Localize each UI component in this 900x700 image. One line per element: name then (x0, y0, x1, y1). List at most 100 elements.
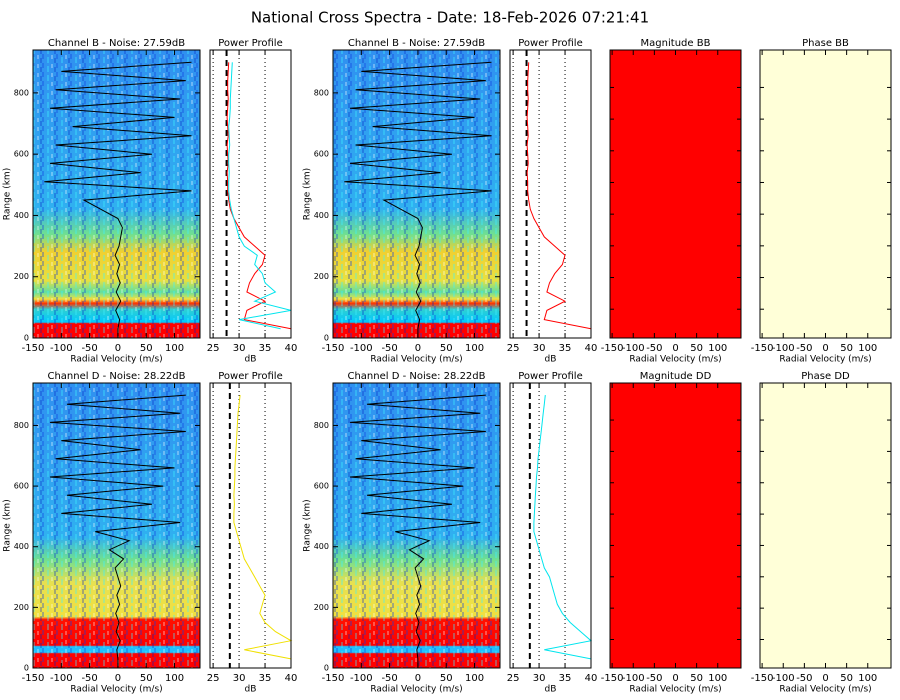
panel-title: Channel D - Noise: 28.22dB (347, 371, 485, 382)
panel-title: Power Profile (218, 38, 283, 49)
x-tick-label: 100 (465, 343, 484, 354)
plot-frame (509, 382, 592, 669)
x-tick-label: -50 (796, 343, 812, 354)
x-tick-label: -150 (322, 673, 345, 684)
x-axis-label: Radial Velocity (m/s) (70, 685, 162, 695)
x-tick-label: 30 (233, 673, 246, 684)
y-axis-label: Range (km) (303, 499, 313, 551)
x-tick-label: 100 (465, 673, 484, 684)
x-tick-label: 40 (285, 673, 298, 684)
x-tick-label: 30 (233, 343, 246, 354)
panel-title: Power Profile (218, 371, 283, 382)
y-tick-label: 400 (14, 542, 29, 551)
x-tick-label: -100 (772, 343, 795, 354)
plot-frame (332, 49, 501, 339)
spectrum-texture (33, 50, 200, 338)
plot-background (510, 50, 591, 338)
x-tick-label: -100 (50, 343, 73, 354)
plot-background (510, 383, 591, 668)
x-tick-label: -50 (81, 343, 97, 354)
x-tick-label: 100 (858, 673, 877, 684)
y-tick-label: 600 (314, 150, 329, 159)
x-axis-label: dB (245, 685, 257, 695)
figure-title: National Cross Spectra - Date: 18-Feb-20… (251, 9, 649, 27)
power-line (233, 395, 293, 660)
mean-velocity-line (344, 61, 492, 338)
x-tick-label: 40 (585, 343, 598, 354)
plot-frame (32, 49, 201, 339)
x-tick-label: -50 (381, 673, 397, 684)
panel-title: Magnitude DD (640, 371, 712, 382)
x-tick-label: 100 (708, 343, 727, 354)
x-tick-label: 35 (559, 673, 572, 684)
panel-title: Magnitude BB (641, 38, 711, 49)
mean-velocity-line (349, 394, 486, 668)
x-axis-label: dB (245, 355, 257, 365)
plot-frame (209, 382, 292, 669)
x-tick-label: 50 (440, 673, 453, 684)
y-tick-label: 0 (324, 334, 329, 343)
x-tick-label: 50 (840, 343, 853, 354)
y-tick-label: 200 (14, 272, 29, 281)
plot-frame (509, 49, 592, 339)
mean-velocity-line (44, 61, 192, 338)
panel-title: Power Profile (518, 371, 583, 382)
x-axis-label: Radial Velocity (m/s) (370, 355, 462, 365)
y-tick-label: 400 (14, 211, 29, 220)
x-tick-label: -150 (22, 343, 45, 354)
x-tick-label: 100 (165, 673, 184, 684)
x-tick-label: -100 (622, 343, 645, 354)
y-tick-label: 400 (314, 542, 329, 551)
panel-title: Channel D - Noise: 28.22dB (47, 371, 185, 382)
y-tick-label: 600 (14, 482, 29, 491)
x-tick-label: 40 (285, 343, 298, 354)
plot-fill (610, 383, 741, 668)
x-tick-label: -150 (601, 673, 624, 684)
panel-title: Power Profile (518, 38, 583, 49)
y-tick-label: 200 (14, 603, 29, 612)
x-axis-label: dB (545, 685, 557, 695)
x-tick-label: 35 (259, 673, 272, 684)
x-tick-label: 0 (672, 673, 678, 684)
y-tick-label: 400 (314, 211, 329, 220)
x-tick-label: 50 (440, 343, 453, 354)
x-tick-label: -150 (601, 343, 624, 354)
y-tick-label: 800 (314, 421, 329, 430)
x-axis-label: Radial Velocity (m/s) (70, 355, 162, 365)
panel-title: Phase BB (802, 38, 849, 49)
y-tick-label: 0 (24, 334, 29, 343)
y-axis-label: Range (km) (3, 499, 13, 551)
x-tick-label: -100 (50, 673, 73, 684)
panel-title: Channel B - Noise: 27.59dB (348, 38, 485, 49)
x-tick-label: 100 (165, 343, 184, 354)
y-tick-label: 0 (24, 664, 29, 673)
x-tick-label: 0 (672, 343, 678, 354)
y-tick-label: 800 (314, 88, 329, 97)
power-line (228, 62, 292, 330)
panel-title: Channel B - Noise: 27.59dB (48, 38, 185, 49)
spectrum-texture (33, 383, 200, 668)
x-tick-label: 0 (115, 673, 121, 684)
power-line (226, 62, 292, 330)
x-tick-label: 50 (140, 673, 153, 684)
x-tick-label: -100 (350, 343, 373, 354)
x-axis-label: Radial Velocity (m/s) (629, 355, 721, 365)
x-tick-label: -150 (751, 673, 774, 684)
x-tick-label: 25 (507, 343, 520, 354)
y-tick-label: 800 (14, 421, 29, 430)
x-tick-label: 0 (115, 343, 121, 354)
x-axis-label: dB (545, 355, 557, 365)
x-tick-label: -100 (772, 673, 795, 684)
x-tick-label: 50 (140, 343, 153, 354)
x-tick-label: -50 (381, 343, 397, 354)
plot-fill (760, 383, 891, 668)
y-tick-label: 200 (314, 272, 329, 281)
x-axis-label: Radial Velocity (m/s) (629, 685, 721, 695)
plot-fill (610, 50, 741, 338)
mean-velocity-line (49, 394, 186, 668)
y-tick-label: 800 (14, 88, 29, 97)
x-tick-label: -50 (646, 343, 662, 354)
x-tick-label: 25 (207, 673, 220, 684)
